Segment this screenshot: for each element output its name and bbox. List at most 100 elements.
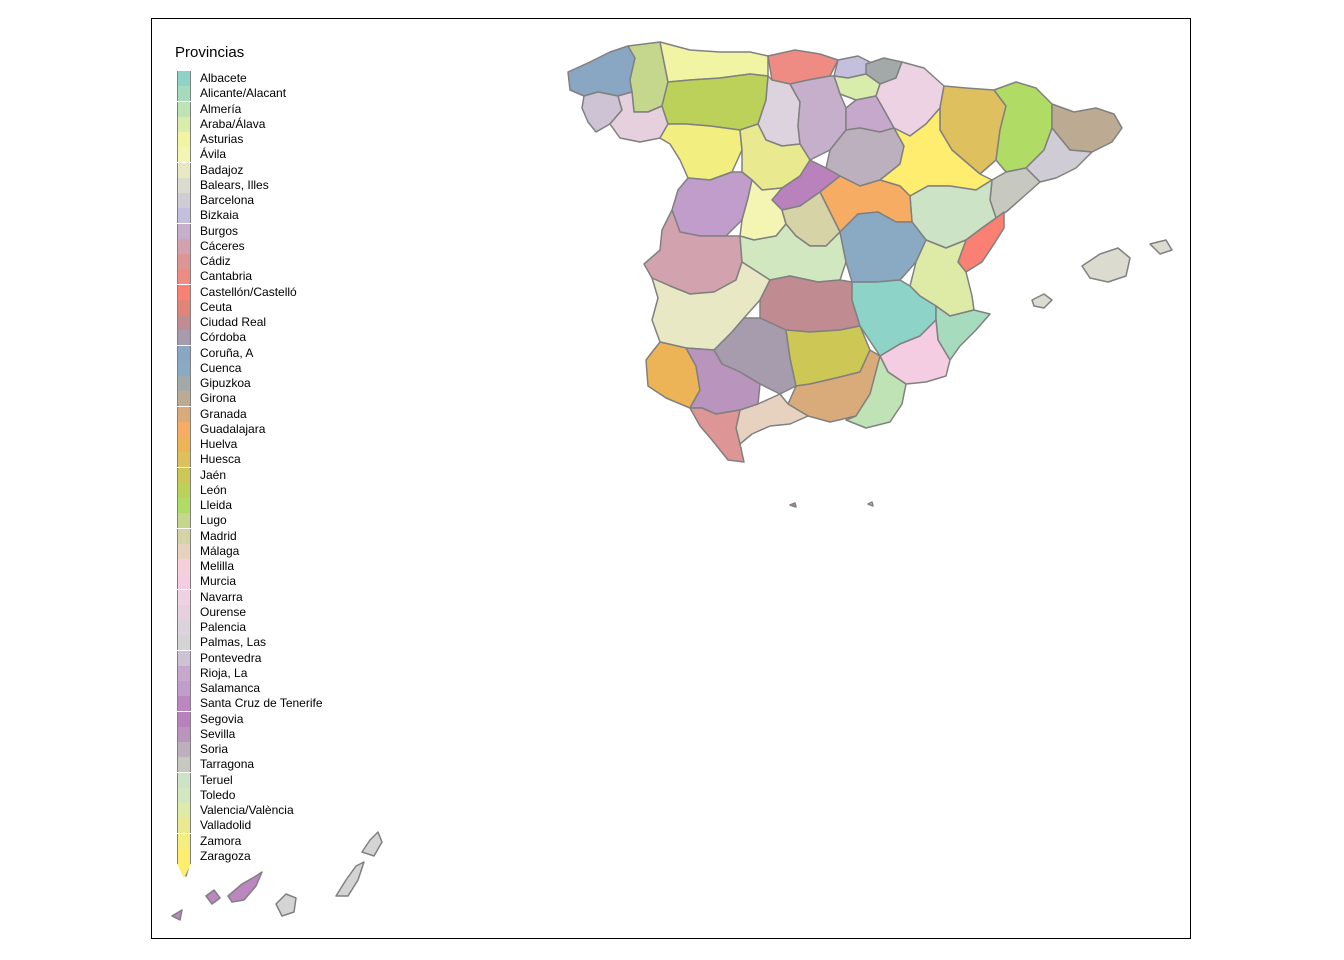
legend-label: Badajoz: [200, 162, 244, 177]
legend-label: Almería: [200, 101, 242, 116]
legend-label: Lugo: [200, 513, 227, 528]
legend-label: Córdoba: [200, 330, 247, 345]
legend-item: Alicante/Alacant: [177, 86, 437, 102]
legend-item: Teruel: [177, 772, 437, 788]
province-tenerife-hierro[interactable]: [171, 909, 183, 921]
legend-label: Huelva: [200, 437, 238, 451]
legend-swatch: [177, 604, 191, 620]
legend-swatch: [177, 345, 191, 361]
province-tarragona[interactable]: [989, 167, 1041, 219]
legend-item: Barcelona: [177, 193, 437, 208]
province-badajoz[interactable]: [651, 261, 771, 351]
legend-swatch: [177, 772, 191, 788]
legend-item: Soria: [177, 742, 437, 757]
province-cadiz[interactable]: [689, 407, 745, 463]
legend-item: Huesca: [177, 452, 437, 468]
legend-label: Valencia/València: [200, 803, 294, 817]
legend-label: Albacete: [200, 71, 247, 85]
legend-item: Asturias: [177, 132, 437, 147]
legend-item: Valencia/València: [177, 803, 437, 818]
legend-item: Ciudad Real: [177, 315, 437, 330]
legend-swatch: [177, 284, 191, 300]
legend-swatch: [177, 330, 191, 346]
legend-label: Granada: [200, 406, 247, 421]
legend-label: Pontevedra: [200, 650, 262, 665]
legend-item: Burgos: [177, 223, 437, 239]
legend-item: Almería: [177, 101, 437, 117]
legend-swatch: [177, 132, 191, 147]
legend-swatch: [177, 360, 191, 376]
legend-label: Sevilla: [200, 726, 236, 741]
legend-item: Santa Cruz de Tenerife: [177, 696, 437, 712]
legend-swatch: [177, 742, 191, 757]
province-coruna[interactable]: [567, 45, 636, 97]
legend-swatch: [177, 452, 191, 468]
legend-label: Palmas, Las: [200, 635, 267, 650]
province-baleares-ibiza[interactable]: [1031, 293, 1053, 309]
legend-item: Cuenca: [177, 360, 437, 376]
province-salamanca[interactable]: [671, 171, 753, 237]
legend-item: Murcia: [177, 574, 437, 590]
legend-label: Soria: [200, 742, 229, 756]
legend-item: Cáceres: [177, 238, 437, 254]
legend-swatch: [177, 147, 191, 163]
legend-swatch: [177, 696, 191, 712]
legend-label: Tarragona: [200, 757, 255, 772]
province-las-palmas-fuerteventura[interactable]: [335, 861, 365, 897]
legend-swatch: [177, 681, 191, 696]
legend-item: Bizkaia: [177, 208, 437, 224]
legend-swatch: [177, 528, 191, 544]
legend-item: Gipuzkoa: [177, 376, 437, 391]
legend-swatch: [177, 818, 191, 834]
legend-item: Granada: [177, 406, 437, 422]
legend-label: Navarra: [200, 589, 243, 604]
province-castellon[interactable]: [957, 211, 1005, 273]
legend-item: Guadalajara: [177, 421, 437, 437]
legend-label: Rioja, La: [200, 665, 248, 680]
legend-label: Coruña, A: [200, 345, 254, 360]
province-las-palmas-lanzarote[interactable]: [361, 831, 383, 857]
province-almeria[interactable]: [845, 355, 907, 429]
province-tenerife-gomera[interactable]: [205, 889, 221, 905]
province-baleares-menorca[interactable]: [1149, 239, 1173, 255]
legend-label: Ourense: [200, 604, 247, 619]
legend-label: Melilla: [200, 559, 235, 573]
legend-swatch: [177, 238, 191, 254]
legend-label: León: [200, 482, 227, 497]
province-melilla[interactable]: [867, 501, 874, 507]
province-tenerife[interactable]: [227, 871, 263, 903]
legend-label: Araba/Álava: [200, 116, 266, 131]
legend-swatch: [177, 848, 191, 864]
province-barcelona[interactable]: [1025, 127, 1093, 183]
legend-label: Cuenca: [200, 360, 242, 375]
province-leon[interactable]: [661, 73, 769, 131]
legend-label: Balears, Illes: [200, 177, 269, 192]
legend-item: Salamanca: [177, 681, 437, 696]
legend-item: Palencia: [177, 620, 437, 635]
legend-label: Zamora: [200, 833, 242, 848]
legend-label: Barcelona: [200, 193, 255, 207]
legend-swatch: [177, 513, 191, 529]
legend-swatch: [177, 299, 191, 315]
legend-item: Navarra: [177, 589, 437, 605]
province-ciudad-real[interactable]: [759, 275, 861, 333]
province-ceuta[interactable]: [789, 502, 797, 508]
legend-item: Rioja, La: [177, 665, 437, 681]
legend-swatch: [177, 71, 191, 86]
legend-item: Balears, Illes: [177, 177, 437, 193]
legend-swatch: [177, 498, 191, 513]
province-las-palmas-gran-canaria[interactable]: [275, 893, 297, 917]
province-baleares-mallorca[interactable]: [1081, 247, 1131, 283]
legend-label: Palencia: [200, 620, 247, 634]
legend-swatch: [177, 620, 191, 635]
legend-label: Bizkaia: [200, 208, 239, 223]
legend-item: Huelva: [177, 437, 437, 452]
province-zamora[interactable]: [659, 123, 743, 181]
legend-item: Pontevedra: [177, 650, 437, 666]
legend-swatch: [177, 757, 191, 773]
legend-item: Sevilla: [177, 726, 437, 742]
legend-label: Madrid: [200, 528, 237, 543]
legend-swatch: [177, 543, 191, 559]
legend-item: Coruña, A: [177, 345, 437, 361]
legend-item: Zaragoza: [177, 848, 437, 864]
